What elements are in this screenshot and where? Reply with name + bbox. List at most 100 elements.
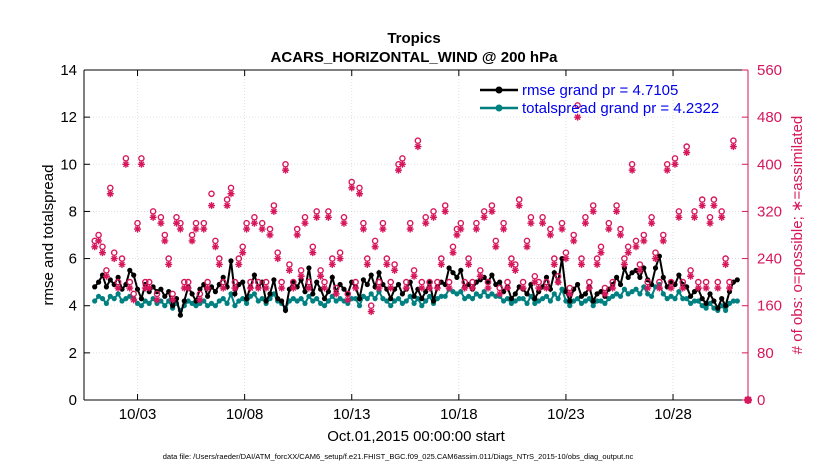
rmse-point bbox=[668, 279, 674, 285]
obs-assimilated-point bbox=[383, 260, 391, 268]
rmse-point bbox=[364, 281, 370, 288]
spread-point bbox=[524, 300, 530, 306]
obs-assimilated-point bbox=[636, 266, 644, 274]
obs-assimilated-point bbox=[722, 260, 730, 268]
rmse-point bbox=[212, 289, 218, 295]
rmse-point bbox=[614, 274, 620, 280]
obs-assimilated-point bbox=[593, 260, 601, 268]
spread-point bbox=[247, 293, 254, 299]
spread-point bbox=[672, 296, 678, 302]
obs-assimilated-point bbox=[196, 296, 204, 304]
obs-assimilated-point bbox=[433, 284, 441, 292]
spread-point bbox=[399, 300, 405, 306]
obs-assimilated-point bbox=[449, 249, 457, 257]
spread-point bbox=[212, 303, 218, 309]
rmse-point bbox=[232, 291, 238, 297]
obs-assimilated-point bbox=[297, 272, 305, 280]
rmse-point bbox=[699, 296, 705, 302]
rmse-point bbox=[590, 298, 596, 304]
spread-point bbox=[637, 291, 643, 297]
spread-point bbox=[719, 303, 725, 309]
obs-assimilated-point bbox=[348, 184, 356, 192]
obs-assimilated-point bbox=[628, 166, 636, 174]
obs-assimilated-point bbox=[336, 255, 344, 263]
rmse-point bbox=[493, 281, 499, 288]
rmse-point bbox=[637, 274, 643, 280]
obs-assimilated-point bbox=[710, 202, 718, 210]
obs-assimilated-point bbox=[102, 272, 110, 280]
obs-assimilated-point bbox=[578, 260, 586, 268]
spread-point bbox=[111, 296, 117, 302]
spread-point bbox=[384, 298, 390, 304]
obs-assimilated-point bbox=[698, 202, 706, 210]
spread-point bbox=[582, 298, 589, 304]
spread-point bbox=[551, 291, 557, 297]
obs-assimilated-point bbox=[581, 219, 589, 227]
obs-assimilated-point bbox=[352, 284, 360, 292]
obs-assimilated-point bbox=[211, 243, 219, 251]
spread-point bbox=[540, 296, 546, 302]
rmse-point bbox=[345, 291, 351, 297]
spread-point bbox=[734, 298, 740, 304]
spread-point bbox=[228, 291, 234, 297]
y-right-tick-label: 160 bbox=[757, 298, 782, 315]
obs-assimilated-point bbox=[504, 284, 512, 292]
rmse-point bbox=[411, 293, 417, 299]
spread-point bbox=[598, 298, 604, 304]
spread-point bbox=[208, 300, 215, 306]
y-right-tick-label: 320 bbox=[757, 203, 782, 220]
obs-assimilated-point bbox=[410, 272, 418, 280]
obs-assimilated-point bbox=[663, 166, 671, 174]
spread-point bbox=[251, 291, 257, 297]
obs-assimilated-point bbox=[694, 284, 702, 292]
obs-assimilated-point bbox=[262, 284, 270, 292]
rmse-point bbox=[641, 265, 647, 271]
chart-title: Tropics bbox=[387, 30, 440, 47]
rmse-point bbox=[497, 279, 503, 285]
spread-point bbox=[691, 298, 698, 304]
obs-assimilated-point bbox=[192, 225, 200, 233]
spread-point bbox=[333, 298, 339, 304]
spread-point bbox=[99, 296, 106, 302]
obs-assimilated-point bbox=[180, 284, 188, 292]
obs-assimilated-point bbox=[134, 225, 142, 233]
legend: rmse grand pr = 4.7105 totalspread grand… bbox=[480, 82, 719, 117]
obs-assimilated-point bbox=[328, 260, 336, 268]
obs-assimilated-point bbox=[367, 308, 375, 316]
spread-point bbox=[625, 291, 631, 297]
obs-assimilated-point bbox=[122, 160, 130, 168]
obs-assimilated-point bbox=[254, 284, 262, 292]
spread-point bbox=[660, 291, 666, 297]
spread-point bbox=[563, 298, 569, 304]
spread-point bbox=[423, 298, 429, 304]
obs-assimilated-point bbox=[558, 225, 566, 233]
obs-assimilated-point bbox=[589, 207, 597, 215]
rmse-point bbox=[676, 272, 682, 278]
rmse-point bbox=[508, 296, 514, 302]
obs-assimilated-point bbox=[476, 272, 484, 280]
rmse-point bbox=[310, 291, 316, 297]
legend-spread-label: totalspread grand pr = 4.2322 bbox=[522, 100, 719, 117]
rmse-point bbox=[567, 298, 573, 304]
obs-assimilated-point bbox=[507, 260, 515, 268]
obs-assimilated-point bbox=[601, 290, 609, 298]
spread-point bbox=[294, 298, 300, 304]
rmse-point bbox=[279, 298, 285, 304]
obs-assimilated-point bbox=[375, 284, 383, 292]
rmse-point bbox=[228, 258, 234, 264]
obs-assimilated-point bbox=[523, 243, 531, 251]
spread-point bbox=[501, 298, 507, 304]
obs-assimilated-point bbox=[301, 219, 309, 227]
obs-assimilated-point bbox=[430, 213, 438, 221]
obs-assimilated-point bbox=[141, 284, 149, 292]
spread-point bbox=[372, 296, 378, 302]
obs-assimilated-point bbox=[293, 231, 301, 239]
obs-assimilated-point bbox=[309, 249, 317, 257]
chart-subtitle: ACARS_HORIZONTAL_WIND @ 200 hPa bbox=[271, 49, 559, 66]
rmse-point bbox=[197, 286, 203, 292]
spread-point bbox=[392, 298, 398, 304]
obs-assimilated-point bbox=[391, 266, 399, 274]
spread-point bbox=[473, 291, 479, 297]
rmse-point bbox=[368, 272, 374, 278]
rmse-point bbox=[656, 253, 663, 259]
